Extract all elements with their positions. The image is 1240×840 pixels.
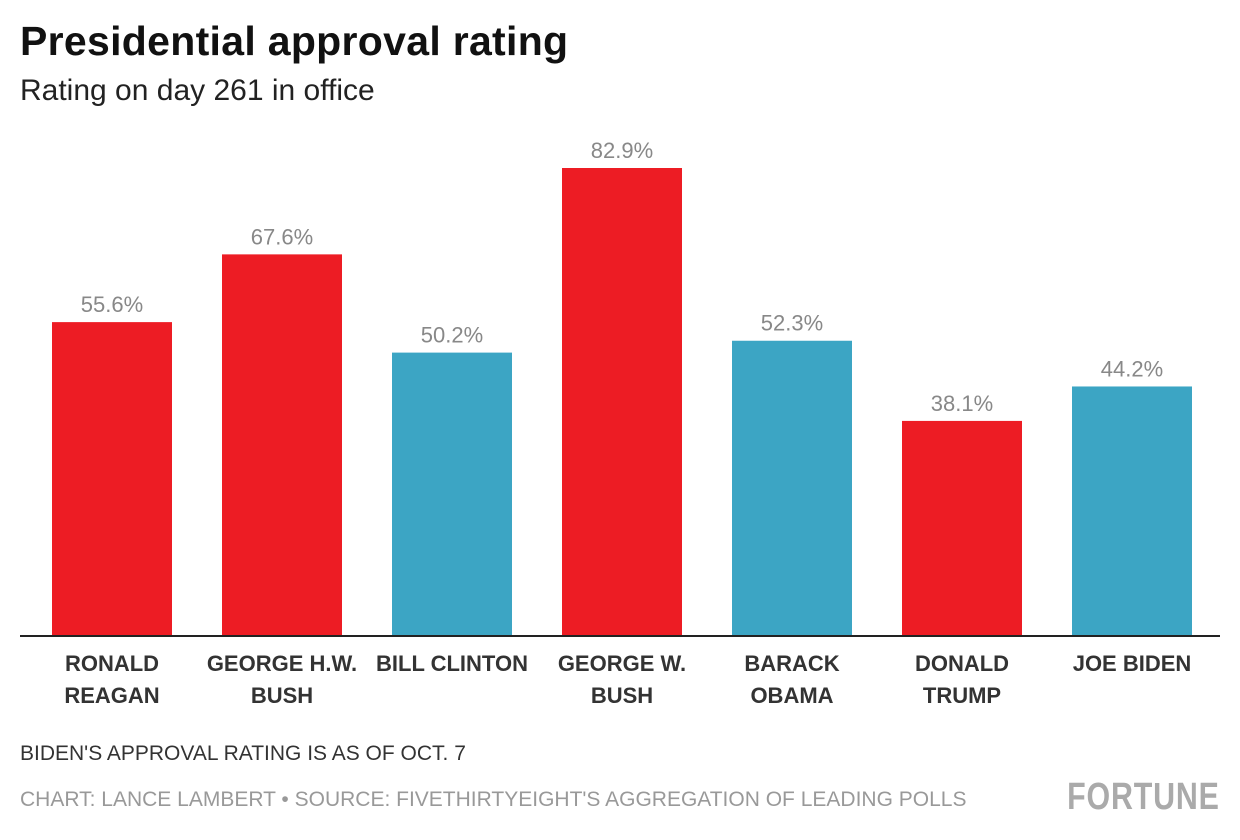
data-label: 67.6% xyxy=(251,224,313,249)
category-label: REAGAN xyxy=(64,683,159,708)
category-label: BUSH xyxy=(591,683,653,708)
bar xyxy=(392,352,512,636)
category-label: BILL CLINTON xyxy=(376,651,528,676)
data-label: 44.2% xyxy=(1101,356,1163,381)
category-label: TRUMP xyxy=(923,683,1001,708)
data-label: 52.3% xyxy=(761,311,823,336)
data-label: 55.6% xyxy=(81,292,143,317)
bar xyxy=(52,322,172,636)
chart-title: Presidential approval rating xyxy=(20,18,569,64)
category-label: BARACK xyxy=(744,651,839,676)
category-label: GEORGE H.W. xyxy=(207,651,357,676)
chart-subtitle: Rating on day 261 in office xyxy=(20,74,375,107)
category-label: DONALD xyxy=(915,651,1009,676)
footnote: BIDEN'S APPROVAL RATING IS AS OF OCT. 7 xyxy=(20,742,466,765)
data-label: 50.2% xyxy=(421,323,483,348)
fortune-logo: FORTUNE xyxy=(1067,776,1220,818)
bar xyxy=(562,168,682,636)
bar xyxy=(1072,386,1192,636)
bar xyxy=(222,254,342,636)
category-label: JOE BIDEN xyxy=(1073,651,1192,676)
category-label: BUSH xyxy=(251,683,313,708)
data-label: 38.1% xyxy=(931,391,993,416)
bar xyxy=(902,420,1022,636)
source-credit: CHART: LANCE LAMBERT • SOURCE: FIVETHIRT… xyxy=(20,788,967,811)
data-label: 82.9% xyxy=(591,138,653,163)
category-label: GEORGE W. xyxy=(558,651,686,676)
bar xyxy=(732,340,852,636)
category-label: OBAMA xyxy=(750,683,833,708)
category-label: RONALD xyxy=(65,651,159,676)
